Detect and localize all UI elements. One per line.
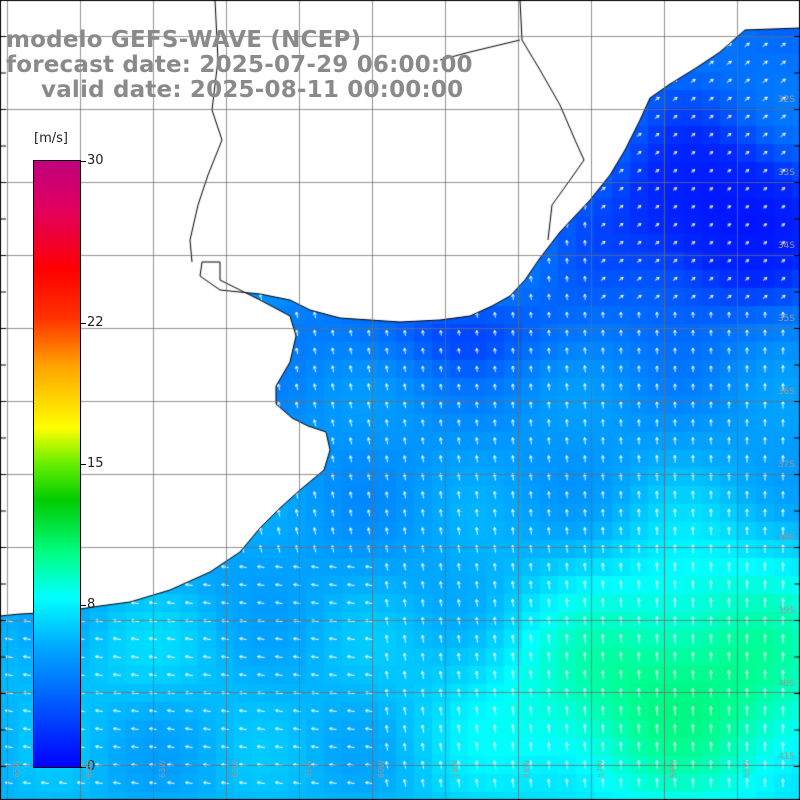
colorbar-tick-label: 0 (87, 759, 96, 774)
longitude-label: 58W (523, 759, 532, 778)
colorbar-tick (80, 605, 86, 607)
colorbar-tick (80, 464, 86, 465)
latitude-label: 37S (777, 460, 795, 470)
latitude-label: 32S (777, 95, 795, 105)
longitude-label: 55W (742, 759, 751, 778)
longitude-label: 59W (450, 759, 459, 778)
latitude-label: 34S (777, 241, 795, 251)
latitude-label: 40S (777, 679, 795, 689)
latitude-label: 38S (777, 533, 795, 543)
longitude-label: 63W (158, 759, 167, 778)
longitude-label: 65W (12, 759, 21, 778)
colorbar-tick-label: 30 (87, 153, 104, 168)
latitude-label: 33S (777, 168, 795, 178)
colorbar-tick (80, 322, 86, 324)
latitude-label: 35S (777, 314, 795, 324)
colorbar-tick-label: 8 (87, 597, 96, 613)
colorbar-tick (80, 767, 86, 768)
longitude-label: 64W (85, 759, 94, 778)
longitude-label: 57W (596, 759, 605, 778)
latitude-label: 36S (777, 387, 795, 397)
colorbar-tick (80, 161, 86, 162)
colorbar-unit: [m/s] (34, 131, 68, 146)
longitude-label: 61W (304, 759, 313, 778)
latitude-label: 41S (777, 752, 795, 762)
longitude-label: 60W (377, 759, 386, 778)
colorbar (33, 160, 81, 768)
latitude-label: 39S (777, 606, 795, 616)
colorbar-tick-label: 15 (87, 456, 104, 471)
longitude-label: 56W (669, 759, 678, 778)
longitude-label: 62W (231, 759, 240, 778)
colorbar-tick-label: 22 (87, 314, 104, 330)
